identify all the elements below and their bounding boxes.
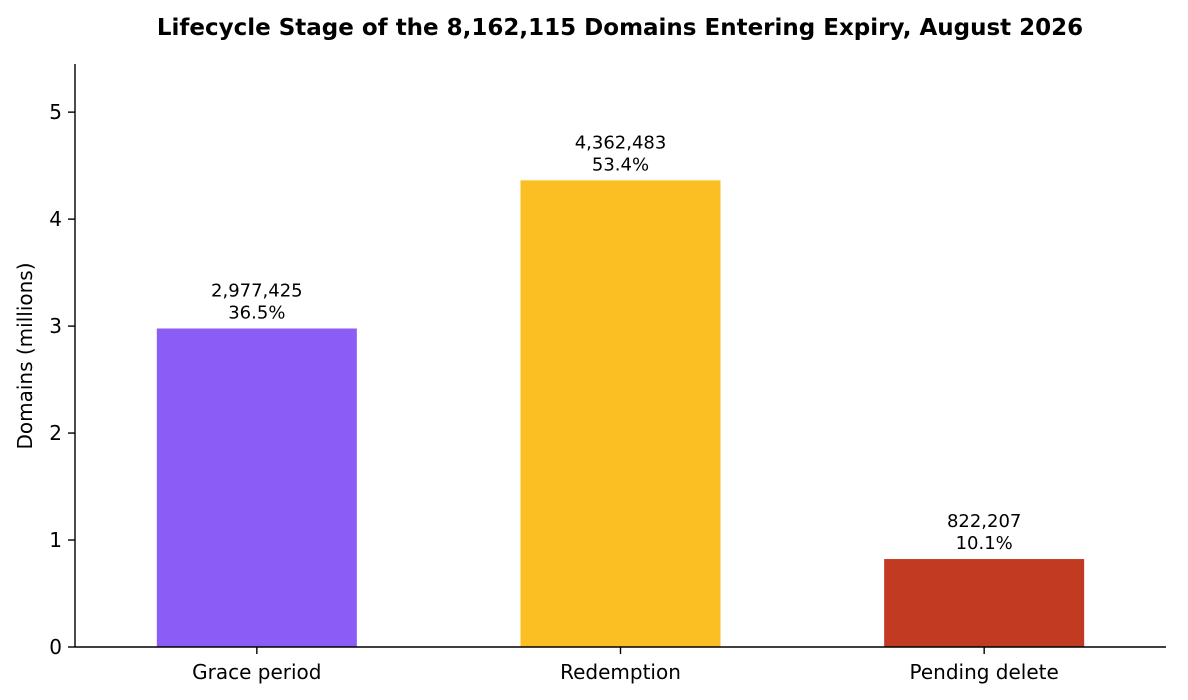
x-axis: Grace period Redemption Pending delete <box>75 646 1166 684</box>
chart-title: Lifecycle Stage of the 8,162,115 Domains… <box>157 15 1083 41</box>
data-label: 822,207 <box>947 511 1021 532</box>
data-label: 2,977,425 <box>211 280 303 301</box>
y-axis-label: Domains (millions) <box>13 262 37 449</box>
bar-pending-delete <box>884 559 1085 647</box>
y-axis: 0 1 2 3 4 5 <box>49 64 76 659</box>
bar-grace-period <box>156 328 357 647</box>
data-label: 4,362,483 <box>575 132 667 153</box>
data-label: 36.5% <box>228 302 285 323</box>
x-tick-label: Grace period <box>192 660 321 684</box>
y-tick-label: 2 <box>49 421 62 445</box>
bar-redemption <box>520 180 721 647</box>
data-label: 53.4% <box>592 154 649 175</box>
data-label: 10.1% <box>956 533 1013 554</box>
x-tick-label: Redemption <box>560 660 681 684</box>
y-tick-label: 0 <box>49 635 62 659</box>
y-tick-label: 3 <box>49 314 62 338</box>
y-tick-label: 5 <box>49 100 62 124</box>
bars-layer <box>156 180 1085 647</box>
y-tick-label: 4 <box>49 207 62 231</box>
y-tick-label: 1 <box>49 528 62 552</box>
x-tick-label: Pending delete <box>910 660 1059 684</box>
